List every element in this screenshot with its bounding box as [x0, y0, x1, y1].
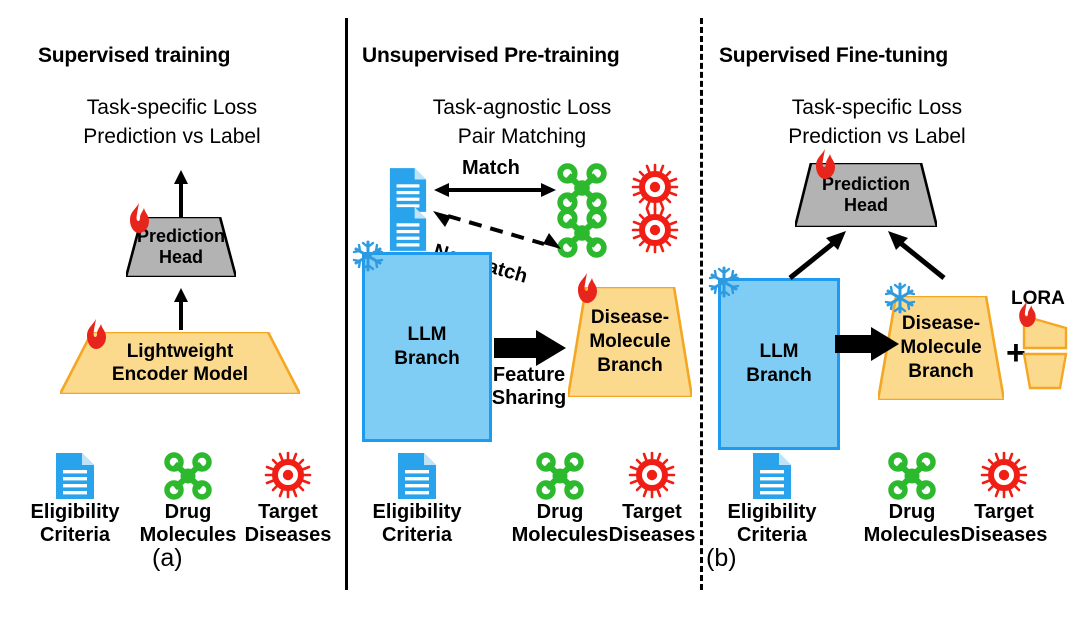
plus-sign: + [1006, 334, 1026, 372]
document-icon [753, 453, 791, 499]
prediction-head-label-a: Prediction Head [136, 226, 225, 267]
match-label: Match [462, 157, 520, 179]
legend-item-drug-molecules-b: Drug Molecules [500, 452, 620, 547]
loss-line-2: Prediction vs Label [788, 125, 966, 148]
legend-caption: Eligibility Criteria [30, 501, 120, 546]
feature-sharing-label: Feature Sharing [491, 364, 567, 409]
not-match-arrow [433, 211, 561, 249]
virus-icon [264, 451, 312, 499]
snowflake-icon [352, 240, 384, 272]
lora-label: LORA [1011, 288, 1065, 309]
loss-line-1: Task-agnostic Loss [432, 96, 612, 119]
trapezoid-shape [568, 287, 692, 397]
disease-molecule-branch-label-c: Disease- Molecule Branch [900, 313, 982, 382]
virus-icon [980, 451, 1028, 499]
legend-item-drug-molecules-c: Drug Molecules [852, 452, 972, 547]
legend-item-drug-molecules-a: Drug Molecules [128, 452, 248, 547]
flame-icon [578, 273, 597, 303]
figure-caption-b: (b) [706, 544, 737, 572]
llm-branch-block-c[interactable]: LLM Branch [718, 278, 840, 450]
feature-sharing-arrow [494, 330, 566, 366]
arrow-llm-to-head-c [788, 231, 846, 280]
legend-caption: Target Diseases [960, 501, 1048, 546]
flame-icon [1019, 301, 1036, 327]
panel-title-unsupervised-pretraining: Unsupervised Pre-training [362, 44, 620, 67]
panel-divider-dashed [700, 18, 703, 590]
legend-caption: Drug Molecules [511, 501, 609, 546]
arrow-dm-to-head-c [888, 231, 946, 280]
snowflake-icon [884, 282, 916, 314]
arrow-encoder-to-head-a [174, 288, 188, 330]
legend-item-eligibility-criteria-a: Eligibility Criteria [15, 452, 135, 547]
flame-icon [816, 149, 835, 179]
virus-icon [628, 451, 676, 499]
flame-icon [130, 203, 149, 233]
loss-description-a: Task-specific Loss Prediction vs Label [22, 93, 322, 151]
lightweight-encoder-block[interactable]: Lightweight Encoder Model [60, 332, 300, 394]
legend-item-target-diseases-a: Target Diseases [228, 450, 348, 547]
loss-line-2: Pair Matching [457, 125, 587, 148]
disease-molecule-branch-label-b: Disease- Molecule Branch [589, 307, 671, 376]
loss-line-2: Prediction vs Label [83, 125, 261, 148]
match-arrow [434, 183, 556, 197]
legend-item-target-diseases-c: Target Diseases [944, 450, 1064, 547]
loss-description-b: Task-agnostic Loss Pair Matching [372, 93, 672, 151]
molecule-icon [557, 208, 607, 258]
disease-molecule-branch-block-c[interactable]: Disease- Molecule Branch [878, 296, 1004, 400]
prediction-head-label-c: Prediction Head [821, 174, 910, 215]
molecule-icon [557, 163, 607, 213]
arrow-head-to-loss-a [174, 170, 188, 218]
trapezoid-shape [878, 296, 1004, 400]
molecule-icon [536, 452, 584, 500]
virus-icon [631, 206, 679, 254]
trapezoid-shape [795, 163, 937, 227]
prediction-head-block-a[interactable]: Prediction Head [126, 217, 236, 277]
loss-line-1: Task-specific Loss [791, 96, 963, 119]
legend-caption: Drug Molecules [139, 501, 237, 546]
lightweight-encoder-label: Lightweight Encoder Model [111, 341, 249, 385]
trapezoid-shape [126, 217, 236, 277]
document-icon [398, 453, 436, 499]
snowflake-icon [708, 266, 740, 298]
feature-arrow-c [835, 327, 899, 361]
prediction-head-block-c[interactable]: Prediction Head [795, 163, 937, 227]
loss-line-1: Task-specific Loss [86, 96, 258, 119]
llm-branch-label-c: LLM Branch [746, 341, 812, 386]
panel-divider-solid [345, 18, 348, 590]
legend-caption: Eligibility Criteria [727, 501, 817, 546]
legend-item-eligibility-criteria-b: Eligibility Criteria [357, 452, 477, 547]
molecule-icon [888, 452, 936, 500]
document-icon [56, 453, 94, 499]
molecule-icon [164, 452, 212, 500]
legend-caption: Target Diseases [244, 501, 332, 546]
legend-caption: Target Diseases [608, 501, 696, 546]
disease-molecule-branch-block-b[interactable]: Disease- Molecule Branch [568, 287, 692, 397]
loss-description-c: Task-specific Loss Prediction vs Label [727, 93, 1027, 151]
flame-icon [87, 319, 106, 349]
lora-adapter-block[interactable] [1022, 314, 1068, 390]
virus-icon [631, 163, 679, 211]
trapezoid-shape [60, 332, 300, 394]
legend-item-eligibility-criteria-c: Eligibility Criteria [712, 452, 832, 547]
panel-title-supervised-training: Supervised training [38, 44, 231, 67]
document-icon [389, 168, 427, 212]
legend-caption: Eligibility Criteria [372, 501, 462, 546]
panel-title-supervised-finetuning: Supervised Fine-tuning [719, 44, 948, 67]
legend-caption: Drug Molecules [863, 501, 961, 546]
llm-branch-label-b: LLM Branch [394, 324, 460, 369]
figure-caption-a: (a) [152, 544, 183, 572]
legend-item-target-diseases-b: Target Diseases [592, 450, 712, 547]
document-icon [389, 207, 427, 251]
llm-branch-block-b[interactable]: LLM Branch [362, 252, 492, 442]
